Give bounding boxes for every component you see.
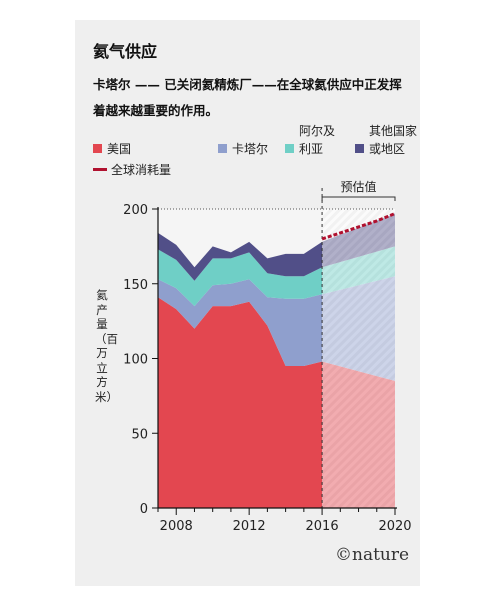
area-qatar <box>158 279 323 366</box>
y-tick-label-200: 200 <box>123 203 148 218</box>
legend-label-consumption: 全球消耗量 <box>111 163 172 177</box>
legend-swatch-other <box>355 144 364 153</box>
legend-item-other: 其他国家 或地区 <box>355 122 417 158</box>
estimate-hatch <box>322 209 395 508</box>
x-tick-label-2020: 2020 <box>378 519 411 534</box>
y-tick-label-0: 0 <box>140 502 148 517</box>
legend-item-qatar: 卡塔尔 <box>218 140 268 158</box>
legend-label-other: 其他国家 或地区 <box>369 124 418 156</box>
x-tick-label-2008: 2008 <box>160 519 193 534</box>
legend-item-us: 美国 <box>93 140 131 158</box>
area-us <box>158 297 323 508</box>
chart-subtitle: 卡塔尔 —— 已关闭氦精炼厂——在全球氦供应中正发挥着越来越重要的作用。 <box>93 77 402 118</box>
chart-title: 氦气供应 <box>93 42 158 61</box>
consumption-line <box>321 212 396 241</box>
legend-label-algeria: 阿尔及 利亚 <box>299 124 336 156</box>
area-algeria <box>158 249 323 307</box>
y-tick-label-150: 150 <box>123 278 148 293</box>
y-tick-label-100: 100 <box>123 353 148 368</box>
legend-item-consumption: 全球消耗量 <box>93 161 171 179</box>
estimate-label: 预估值 <box>341 179 377 194</box>
legend-line-consumption <box>93 168 107 171</box>
legend-item-algeria: 阿尔及 利亚 <box>285 122 335 158</box>
legend-swatch-algeria <box>285 144 294 153</box>
x-tick-label-2012: 2012 <box>233 519 266 534</box>
legend-swatch-us <box>93 144 102 153</box>
legend-label-us: 美国 <box>107 142 132 156</box>
nature-credit: ©nature <box>335 545 410 565</box>
x-tick-label-2016: 2016 <box>306 519 339 534</box>
area-other <box>158 232 323 281</box>
legend-swatch-qatar <box>218 144 227 153</box>
estimate-bracket <box>321 196 396 201</box>
y-tick-label-50: 50 <box>131 427 148 442</box>
legend-label-qatar: 卡塔尔 <box>232 142 269 156</box>
